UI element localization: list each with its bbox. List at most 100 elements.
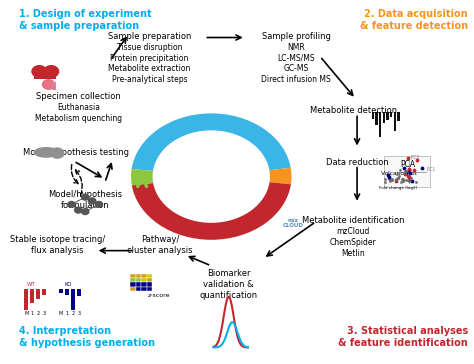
Text: Biomarker
validation &
quantification: Biomarker validation & quantification [200, 269, 258, 300]
Point [400, 165, 407, 170]
Text: Model/hypothesis
formulation: Model/hypothesis formulation [48, 190, 122, 210]
Point [397, 179, 405, 185]
Point [398, 177, 406, 182]
Point [406, 166, 413, 172]
Bar [384, 156, 430, 187]
Text: Specimen collection: Specimen collection [36, 92, 121, 102]
Circle shape [44, 66, 59, 77]
Point [401, 171, 409, 177]
Text: mzCloud
ChemSpider
Metlin: mzCloud ChemSpider Metlin [330, 227, 377, 258]
Text: Metabolite identification: Metabolite identification [302, 216, 405, 225]
Bar [383, 111, 385, 123]
Point [402, 170, 410, 176]
Bar [394, 111, 396, 131]
Bar [36, 289, 40, 299]
Text: NMR
LC-MS/MS
GC-MS
Direct infusion MS: NMR LC-MS/MS GC-MS Direct infusion MS [261, 43, 331, 84]
Point [412, 179, 420, 185]
Point [404, 173, 411, 179]
Text: 3: 3 [77, 311, 81, 316]
Point [410, 167, 418, 173]
Point [402, 177, 410, 183]
Point [389, 176, 396, 182]
Point [400, 178, 407, 183]
Wedge shape [131, 169, 153, 185]
Circle shape [51, 148, 64, 158]
Point [396, 173, 403, 179]
Text: Tissue disruption
Protein precipitation
Metabolite extraction
Pre-analytical ste: Tissue disruption Protein precipitation … [108, 43, 191, 84]
Bar [141, 274, 146, 278]
Point [392, 176, 400, 182]
Bar [386, 111, 389, 119]
Text: KO: KO [64, 282, 72, 287]
Point [386, 178, 393, 184]
Bar [30, 289, 34, 303]
Point [404, 177, 412, 183]
Ellipse shape [34, 147, 59, 158]
Point [399, 177, 407, 183]
Point [413, 158, 420, 163]
Point [397, 167, 404, 173]
Text: z-score: z-score [147, 293, 170, 298]
Circle shape [32, 66, 46, 77]
Bar [141, 282, 146, 287]
Bar [77, 289, 81, 296]
Bar [136, 282, 141, 287]
Point [399, 176, 407, 182]
Text: Stable isotope tracing/
flux analysis: Stable isotope tracing/ flux analysis [10, 235, 105, 255]
Circle shape [68, 202, 75, 207]
Bar [141, 278, 146, 282]
Text: M: M [24, 311, 28, 316]
Circle shape [43, 80, 55, 89]
Text: 1: 1 [31, 311, 34, 316]
Point [392, 178, 400, 184]
Text: PC1: PC1 [427, 167, 436, 172]
Text: Euthanasia
Metabolism quenching: Euthanasia Metabolism quenching [35, 103, 122, 123]
Bar [136, 274, 141, 278]
Wedge shape [132, 182, 291, 240]
Bar [24, 289, 28, 310]
Point [394, 175, 402, 181]
Point [407, 175, 414, 181]
Point [381, 179, 389, 185]
Bar [130, 287, 136, 291]
Point [385, 174, 393, 180]
Circle shape [82, 209, 89, 214]
Bar [141, 287, 146, 291]
Bar [59, 289, 63, 293]
Point [406, 170, 413, 176]
Circle shape [95, 202, 102, 207]
Point [409, 178, 416, 183]
Text: Data reduction: Data reduction [326, 158, 389, 167]
Point [406, 178, 413, 184]
Bar [42, 289, 46, 295]
Bar [146, 282, 152, 287]
Text: m/z
CLOUD: m/z CLOUD [283, 217, 303, 228]
Point [388, 177, 396, 183]
Point [394, 175, 402, 181]
Point [405, 174, 413, 180]
Text: 4. Interpretation
& hypothesis generation: 4. Interpretation & hypothesis generatio… [18, 326, 155, 348]
Text: 1: 1 [65, 311, 69, 316]
Point [406, 167, 413, 173]
Point [406, 177, 414, 183]
Text: 3. Statistical analyses
& feature identification: 3. Statistical analyses & feature identi… [338, 326, 468, 348]
Bar [397, 111, 400, 120]
Point [381, 176, 389, 182]
Bar [52, 82, 56, 90]
Wedge shape [132, 113, 291, 171]
Text: Volcano Plot: Volcano Plot [381, 171, 417, 176]
Circle shape [88, 198, 96, 204]
Text: 2: 2 [72, 311, 74, 316]
Text: 3: 3 [43, 311, 46, 316]
Text: PCA: PCA [400, 159, 415, 169]
Bar [130, 274, 136, 278]
Text: Metabolite detection: Metabolite detection [310, 106, 397, 115]
Bar [65, 289, 69, 295]
Text: Sample preparation: Sample preparation [108, 32, 191, 41]
Point [384, 173, 392, 178]
Bar [136, 287, 141, 291]
Text: Pathway/
cluster analysis: Pathway/ cluster analysis [127, 235, 192, 255]
Text: Fold change (log2): Fold change (log2) [379, 186, 418, 190]
Point [392, 177, 400, 183]
Point [418, 165, 426, 171]
